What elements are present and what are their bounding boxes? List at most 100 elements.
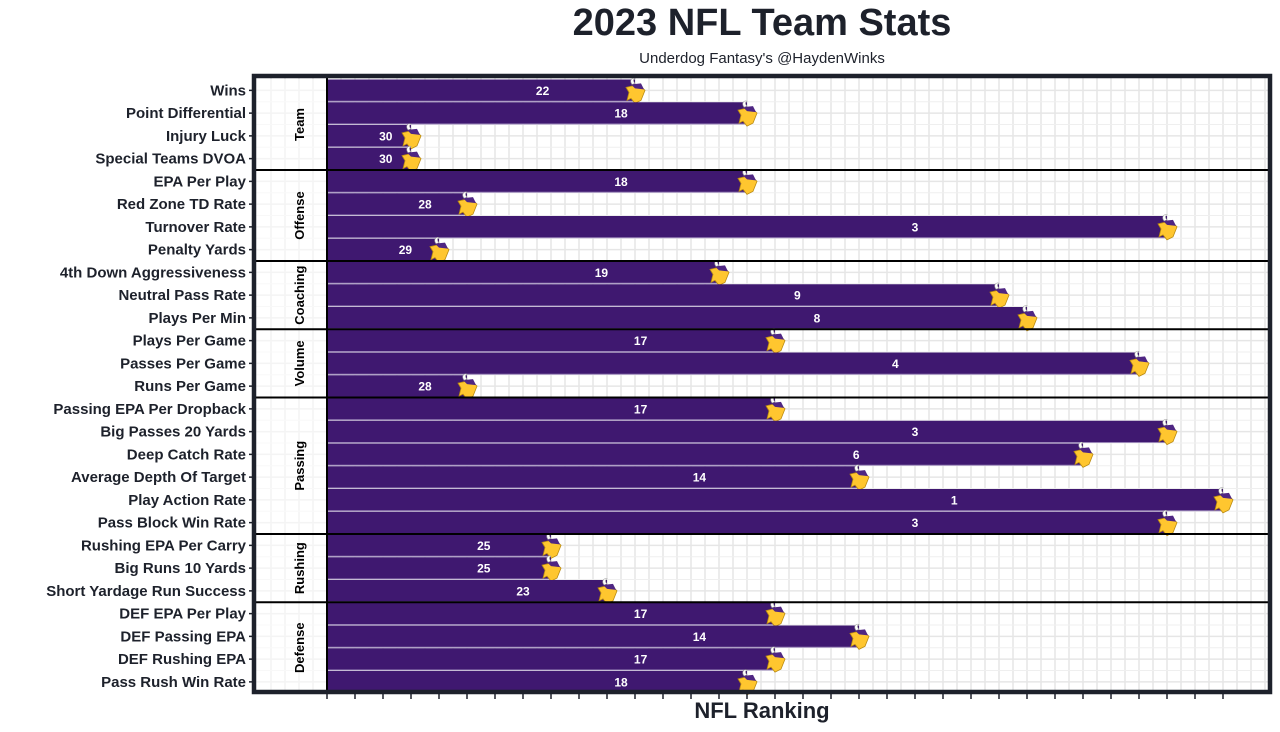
bar bbox=[327, 602, 775, 625]
vikings-logo-icon bbox=[1017, 305, 1038, 332]
vikings-logo-icon bbox=[849, 623, 870, 650]
vikings-logo-icon bbox=[765, 646, 786, 673]
group-panel bbox=[256, 261, 326, 330]
category-label: Plays Per Min bbox=[148, 310, 246, 327]
outer-frame bbox=[251, 73, 1273, 695]
group-panel bbox=[256, 329, 326, 398]
group-label: Rushing bbox=[292, 542, 307, 594]
vikings-logo-icon bbox=[457, 373, 478, 400]
bar-value-label: 19 bbox=[595, 266, 609, 280]
group-label: Defense bbox=[292, 622, 307, 673]
bar-value-label: 23 bbox=[516, 584, 530, 598]
category-labels: Wins Point Differential Injury Luck Special… bbox=[46, 82, 255, 691]
bar bbox=[327, 261, 719, 284]
bar-value-label: 14 bbox=[693, 630, 707, 644]
category-label: Average Depth Of Target bbox=[71, 469, 246, 486]
category-label: DEF Passing EPA bbox=[120, 628, 246, 645]
bar-value-label: 4 bbox=[892, 357, 899, 371]
category-label: Short Yardage Run Success bbox=[46, 583, 246, 600]
x-axis-label: NFL Ranking bbox=[694, 698, 830, 723]
bar bbox=[327, 79, 635, 102]
bar bbox=[327, 125, 411, 147]
plot-frame: Team Offense Coaching Volume Passing Rushing D… bbox=[251, 73, 1273, 699]
category-label: Play Action Rate bbox=[128, 492, 246, 509]
bar bbox=[327, 534, 551, 557]
bar-value-label: 30 bbox=[379, 129, 393, 143]
bar-value-label: 17 bbox=[634, 653, 648, 667]
category-label: Special Teams DVOA bbox=[95, 151, 246, 168]
vikings-logo-icon bbox=[1157, 510, 1178, 537]
bar-value-label: 18 bbox=[614, 107, 628, 121]
bar bbox=[327, 443, 1083, 466]
vikings-logo-icon bbox=[1129, 350, 1150, 377]
category-label: Point Differential bbox=[126, 105, 246, 122]
bar bbox=[327, 489, 1223, 511]
bar-value-label: 29 bbox=[399, 243, 413, 257]
chart-title: 2023 NFL Team Stats bbox=[572, 2, 952, 44]
bar bbox=[327, 284, 999, 306]
bar bbox=[327, 329, 775, 352]
category-label: 4th Down Aggressiveness bbox=[60, 264, 246, 281]
vikings-logo-icon bbox=[625, 77, 646, 104]
category-label: Turnover Rate bbox=[145, 219, 246, 236]
bar bbox=[327, 307, 1027, 329]
bar-value-label: 30 bbox=[379, 152, 393, 166]
bar bbox=[327, 580, 607, 602]
vikings-logo-icon bbox=[737, 168, 758, 195]
bar-value-label: 17 bbox=[634, 402, 648, 416]
bar-value-label: 3 bbox=[912, 516, 919, 530]
group-label: Team bbox=[292, 108, 307, 141]
vikings-logo-icon bbox=[401, 123, 422, 150]
category-label: Plays Per Game bbox=[133, 333, 246, 350]
vikings-logo-icon bbox=[1073, 441, 1094, 468]
bar-value-label: 3 bbox=[912, 220, 919, 234]
group-label: Volume bbox=[292, 340, 307, 386]
group-label: Offense bbox=[292, 191, 307, 239]
category-label: Penalty Yards bbox=[148, 242, 246, 259]
category-label: Red Zone TD Rate bbox=[117, 196, 246, 213]
vikings-logo-icon bbox=[989, 282, 1010, 309]
bar-value-label: 17 bbox=[634, 607, 648, 621]
bar bbox=[327, 557, 551, 579]
category-label: Runs Per Game bbox=[134, 378, 246, 395]
bar-value-label: 28 bbox=[418, 198, 432, 212]
bar bbox=[327, 216, 1167, 238]
category-label: Wins bbox=[210, 82, 246, 99]
category-label: Rushing EPA Per Carry bbox=[81, 537, 247, 554]
category-label: Passing EPA Per Dropback bbox=[53, 401, 246, 418]
category-label: Injury Luck bbox=[166, 128, 247, 145]
bar-value-label: 25 bbox=[477, 562, 491, 576]
group-panel bbox=[256, 79, 326, 170]
vikings-logo-icon bbox=[597, 578, 618, 605]
group-label: Passing bbox=[292, 441, 307, 491]
bar bbox=[327, 511, 1167, 534]
bar bbox=[327, 238, 439, 261]
bar bbox=[327, 352, 1139, 375]
category-label: Big Runs 10 Yards bbox=[115, 560, 246, 577]
bar bbox=[327, 375, 467, 397]
group-panel bbox=[256, 602, 326, 694]
category-label: Pass Block Win Rate bbox=[98, 515, 246, 532]
bar bbox=[327, 625, 859, 648]
category-label: Passes Per Game bbox=[120, 355, 246, 372]
vikings-logo-icon bbox=[737, 100, 758, 127]
bar-value-label: 22 bbox=[536, 84, 550, 98]
bar bbox=[327, 147, 411, 170]
bar-value-label: 3 bbox=[912, 425, 919, 439]
category-label: DEF EPA Per Play bbox=[119, 606, 246, 623]
group-panel bbox=[256, 397, 326, 534]
category-label: Deep Catch Rate bbox=[127, 446, 246, 463]
bars: 22 18 30 30 18 28 3 29 19 98 17 4 28 17 3 6 14 1 3 25 25 23 17… bbox=[327, 77, 1234, 696]
vikings-logo-icon bbox=[1213, 487, 1234, 514]
bar-value-label: 18 bbox=[614, 675, 628, 689]
bar bbox=[327, 466, 859, 488]
group-panel bbox=[256, 170, 326, 261]
bar bbox=[327, 398, 775, 420]
bar-value-label: 1 bbox=[951, 493, 958, 507]
bar-value-label: 25 bbox=[477, 539, 491, 553]
group-panels bbox=[256, 79, 326, 694]
category-label: Pass Rush Win Rate bbox=[101, 674, 246, 691]
chart-subtitle: Underdog Fantasy's @HaydenWinks bbox=[639, 50, 885, 67]
bar-value-label: 9 bbox=[794, 289, 801, 303]
